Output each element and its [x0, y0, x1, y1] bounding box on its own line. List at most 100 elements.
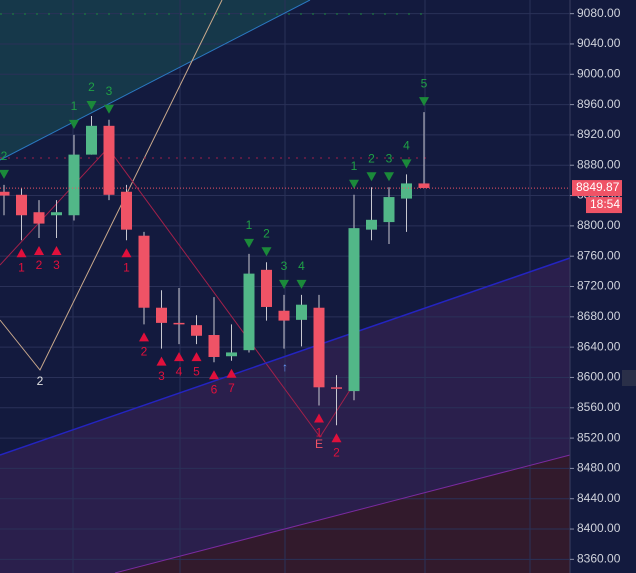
candle-body — [313, 307, 325, 388]
y-tick-label: 8400.00 — [577, 521, 621, 535]
candle-body — [121, 191, 132, 230]
candle-body — [331, 387, 342, 389]
signal-label: 2 — [333, 445, 340, 459]
y-tick-label: 8720.00 — [577, 279, 621, 293]
signal-triangle — [86, 100, 97, 110]
signal-label: 2 — [88, 80, 95, 94]
signal-triangle — [174, 352, 184, 362]
signal-label: 2 — [141, 345, 148, 359]
signal-triangle — [261, 247, 272, 257]
candle-body — [383, 197, 395, 223]
last-price-box — [572, 180, 622, 197]
y-tick-label: 8800.00 — [577, 218, 621, 232]
candle-body — [86, 125, 97, 155]
signal-label: 5 — [421, 76, 428, 90]
signal-triangle — [156, 356, 167, 366]
signal-label: 2 — [368, 151, 375, 165]
candle-body — [348, 228, 360, 392]
candle-body — [156, 307, 167, 323]
signal-triangle — [51, 245, 62, 255]
candle-body — [33, 212, 45, 224]
signal-triangle — [209, 370, 219, 380]
channel-line — [0, 257, 571, 456]
y-tick-label: 9040.00 — [577, 36, 621, 50]
y-tick-label: 8360.00 — [577, 552, 621, 566]
scroll-tab[interactable] — [622, 370, 636, 386]
signal-label: 7 — [228, 381, 235, 395]
candle-body — [138, 235, 150, 308]
signal-triangle — [314, 413, 324, 423]
candle-body — [191, 325, 202, 336]
signal-label: 2 — [36, 258, 43, 272]
signal-label: 4 — [298, 259, 305, 273]
candle-body — [278, 310, 290, 321]
signal-triangle — [34, 245, 44, 255]
signal-triangle — [419, 97, 429, 107]
signal-label: 3 — [53, 258, 60, 272]
signal-label: 1 — [351, 159, 358, 173]
y-tick-label: 8640.00 — [577, 339, 621, 353]
y-tick-label: 8960.00 — [577, 97, 621, 111]
candle-body — [418, 183, 430, 188]
candle-body — [208, 335, 220, 357]
signal-label: 6 — [211, 382, 218, 396]
candle-body — [68, 154, 80, 216]
candle-body — [103, 125, 115, 195]
signal-label: 1 — [18, 260, 25, 274]
signal-triangle — [366, 172, 377, 182]
signal-triangle — [226, 368, 237, 378]
y-tick-label: 8920.00 — [577, 127, 621, 141]
y-tick-label: 9080.00 — [577, 6, 621, 20]
y-tick-label: 8760.00 — [577, 248, 621, 262]
signal-triangle — [279, 279, 289, 289]
signal-label: 1 — [123, 260, 130, 274]
channel-line — [0, 0, 311, 161]
annotation: E — [315, 437, 323, 451]
y-tick-label: 8600.00 — [577, 370, 621, 384]
signal-label: 1 — [246, 218, 253, 232]
candle-body — [16, 194, 27, 216]
y-tick-label: 8680.00 — [577, 309, 621, 323]
candle-body — [261, 269, 272, 307]
signal-label: 4 — [403, 138, 410, 152]
annotation: ↑ — [282, 360, 288, 374]
signal-triangle — [0, 169, 9, 179]
candle-body — [401, 183, 412, 199]
y-tick-label: 8520.00 — [577, 430, 621, 444]
signal-label: 3 — [158, 369, 165, 383]
candle-body — [51, 212, 62, 216]
signal-triangle — [349, 179, 359, 189]
y-tick-label: 8480.00 — [577, 461, 621, 475]
price-axis — [570, 0, 636, 573]
signal-triangle — [296, 279, 307, 289]
last-price-label: 8849.87 — [576, 180, 620, 194]
countdown-box — [586, 197, 622, 214]
candle-body — [366, 219, 377, 230]
signal-label: 1 — [71, 99, 78, 113]
y-tick-label: 8880.00 — [577, 157, 621, 171]
y-tick-label: 8440.00 — [577, 491, 621, 505]
axis: 8360.00 8400.00 8440.00 8480.00 8520.00 8560.… — [570, 6, 622, 566]
annotation: 2 — [37, 374, 44, 388]
candle-body — [226, 352, 237, 357]
signal-triangle — [384, 172, 394, 182]
signal-triangle — [331, 433, 342, 443]
zigzag-line — [0, 0, 223, 371]
signal-triangle — [16, 248, 27, 258]
signal-label: 2 — [263, 226, 270, 240]
countdown-label: 18:54 — [590, 197, 620, 211]
candle-body — [0, 191, 10, 196]
signal-label: 5 — [193, 364, 200, 378]
channel-line — [114, 454, 571, 573]
signal-label: 1 — [316, 426, 323, 440]
signal-triangle — [139, 332, 149, 342]
signal-triangle — [104, 104, 114, 114]
signal-label: 2 — [1, 149, 8, 163]
candle-body — [173, 322, 185, 325]
candle-body — [296, 304, 307, 320]
signal-label: 4 — [176, 364, 183, 378]
signal-triangle — [191, 352, 202, 362]
signal-label: 3 — [281, 259, 288, 273]
